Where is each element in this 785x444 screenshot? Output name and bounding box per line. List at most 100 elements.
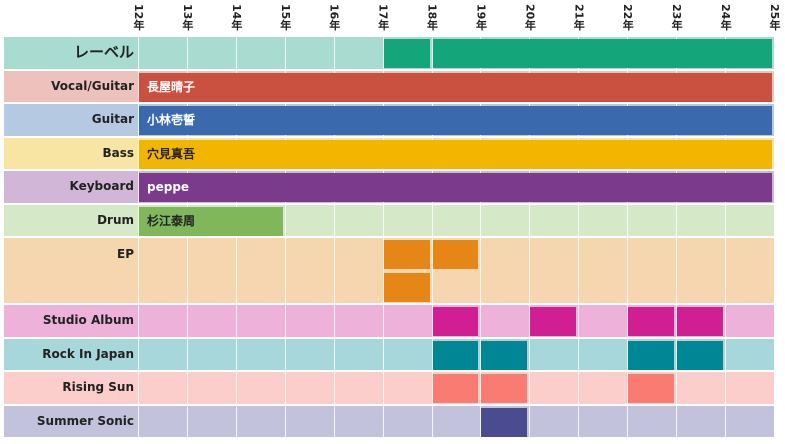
grid-cell xyxy=(480,238,529,303)
row-background xyxy=(4,405,774,437)
grid-cell xyxy=(333,305,383,337)
grid-cell xyxy=(138,137,187,169)
grid-cell xyxy=(186,372,236,404)
timeline-block xyxy=(677,307,724,336)
grid-cell xyxy=(284,204,334,236)
grid-cell xyxy=(382,338,432,370)
grid-cell xyxy=(480,372,529,404)
x-tick-label: 13年 xyxy=(180,4,194,31)
timeline-block xyxy=(628,307,675,336)
grid-cell xyxy=(235,305,285,337)
x-tick-label: 12年 xyxy=(132,4,145,31)
grid-cell xyxy=(676,405,725,437)
x-tick-label: 20年 xyxy=(523,4,537,31)
grid-cell xyxy=(578,372,627,404)
grid-cell xyxy=(138,37,187,69)
grid-cell xyxy=(627,204,676,236)
grid-cell xyxy=(382,305,432,337)
grid-cell xyxy=(627,372,676,404)
timeline-block xyxy=(530,307,577,336)
row-label: Guitar xyxy=(91,112,134,126)
row-label: EP xyxy=(117,247,134,261)
row-label: Drum xyxy=(97,212,134,227)
x-tick-label: 22年 xyxy=(621,4,635,31)
grid-cell xyxy=(529,405,578,437)
row-label: Rising Sun xyxy=(62,380,134,394)
grid-cell xyxy=(333,338,383,370)
grid-cell xyxy=(529,372,578,404)
grid-cell xyxy=(333,372,383,404)
block-label: 小林壱誓 xyxy=(147,113,196,127)
grid-cell xyxy=(333,238,383,303)
row-label: Studio Album xyxy=(42,313,134,327)
row-label: Keyboard xyxy=(69,179,135,193)
grid-cell xyxy=(676,372,725,404)
grid-cell xyxy=(431,37,481,69)
grid-cell xyxy=(480,305,529,337)
grid-cell xyxy=(725,305,774,337)
block-label: 長屋晴子 xyxy=(147,79,196,94)
grid-cell xyxy=(186,238,236,303)
x-tick-label: 19年 xyxy=(474,4,488,31)
grid-cell xyxy=(138,405,187,437)
grid-cell xyxy=(578,338,627,370)
timeline-block xyxy=(677,340,724,370)
block-label: peppe xyxy=(147,180,190,194)
timeline-block xyxy=(139,139,772,169)
grid-cell xyxy=(480,405,529,437)
x-tick-label: 17年 xyxy=(376,4,390,31)
x-tick-label: 24年 xyxy=(719,4,733,31)
timeline-block xyxy=(139,206,283,236)
grid-cell xyxy=(382,37,432,69)
grid-cell xyxy=(138,204,187,236)
x-tick-label: 18年 xyxy=(425,4,439,31)
grid-cell xyxy=(382,372,432,404)
x-tick-label: 21年 xyxy=(572,4,586,31)
grid-cell xyxy=(138,70,187,102)
timeline-block xyxy=(628,340,675,370)
grid-cell xyxy=(382,405,432,437)
grid-cell xyxy=(138,171,187,203)
grid-cell xyxy=(186,305,236,337)
grid-cell xyxy=(138,372,187,404)
timeline-block xyxy=(432,374,479,403)
grid-cell xyxy=(284,405,334,437)
grid-cell xyxy=(676,238,725,303)
grid-cell xyxy=(725,338,774,370)
grid-cell xyxy=(284,305,334,337)
timeline-block xyxy=(383,273,430,302)
timeline-block xyxy=(432,307,479,336)
grid-cell xyxy=(725,372,774,404)
row-label: Summer Sonic xyxy=(36,413,134,428)
grid-cell xyxy=(284,238,334,303)
row-background xyxy=(4,204,774,236)
x-tick-label: 25年 xyxy=(768,4,781,31)
grid-cell xyxy=(627,305,676,337)
timeline-block xyxy=(628,374,675,403)
grid-cell xyxy=(431,238,481,303)
grid-cell xyxy=(578,238,627,303)
timeline-block xyxy=(481,407,528,437)
row-label: Rock In Japan xyxy=(42,346,134,361)
grid-cell xyxy=(138,338,187,370)
grid-cell xyxy=(725,238,774,303)
grid-cell xyxy=(627,405,676,437)
timeline-block xyxy=(139,106,772,135)
block-label: 穴見真吾 xyxy=(147,146,196,161)
grid-cell xyxy=(186,405,236,437)
grid-cell xyxy=(284,37,334,69)
grid-cell xyxy=(284,372,334,404)
row-label: Bass xyxy=(102,145,134,160)
grid-cell xyxy=(333,37,383,69)
grid-cell xyxy=(431,372,481,404)
timeline-block xyxy=(383,39,430,68)
grid-cell xyxy=(676,204,725,236)
grid-cell xyxy=(480,204,529,236)
grid-cell xyxy=(676,338,725,370)
grid-cell xyxy=(578,204,627,236)
timeline-block xyxy=(139,72,772,102)
timeline-block xyxy=(432,240,479,269)
timeline-block xyxy=(432,39,772,68)
grid-cell xyxy=(284,338,334,370)
timeline-block xyxy=(383,240,430,269)
